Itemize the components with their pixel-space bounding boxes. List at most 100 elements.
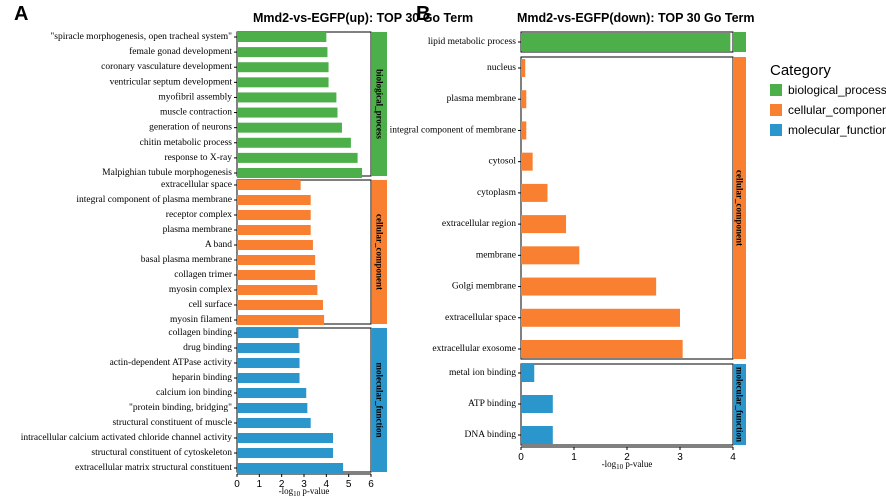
legend-swatch-molecular-function: [770, 124, 782, 136]
term-label: plasma membrane: [447, 94, 516, 104]
bar-molecular_function: [521, 364, 535, 382]
term-label: structural constituent of muscle: [112, 417, 232, 428]
x-tick-label: 4: [324, 479, 330, 490]
x-tick-label: 5: [346, 479, 352, 490]
bar-biological_process: [237, 107, 338, 118]
term-label: lipid metabolic process: [428, 37, 516, 47]
term-label: drug binding: [183, 343, 232, 353]
legend-label-biological-process: biological_process: [788, 83, 886, 97]
bar-cellular_component: [237, 240, 313, 250]
bar-molecular_function: [237, 418, 311, 428]
bar-cellular_component: [237, 270, 316, 280]
term-label: intracellular calcium activated chloride…: [21, 433, 233, 443]
term-label: cytoplasm: [477, 188, 517, 198]
x-tick-label: 2: [279, 479, 285, 490]
term-label: ATP binding: [468, 399, 516, 409]
bar-molecular_function: [237, 403, 308, 413]
bar-biological_process: [237, 152, 358, 163]
term-label: extracellular matrix structural constitu…: [75, 463, 232, 473]
facet-strip-label-molecular_function: molecular_function: [375, 363, 385, 438]
x-tick-label: 0: [234, 479, 240, 490]
bar-biological_process: [237, 32, 327, 42]
x-axis-label: -log10 p-value: [279, 486, 330, 497]
panel-a: A Mmd2-vs-EGFP(up): TOP 30 Go Term biolo…: [14, 3, 473, 497]
term-label: "protein binding, bridging": [129, 403, 232, 413]
legend-title: Category: [770, 62, 831, 79]
bar-biological_process: [237, 77, 329, 88]
bar-cellular_component: [237, 210, 311, 220]
bar-molecular_function: [237, 433, 334, 443]
bar-cellular_component: [237, 225, 311, 235]
term-label: cytosol: [489, 157, 517, 167]
legend: Category biological_process cellular_com…: [770, 62, 886, 137]
x-tick-label: 3: [677, 452, 683, 463]
facet-strip-cellular_component: [372, 180, 387, 324]
legend-swatch-cellular-component: [770, 104, 782, 116]
bar-molecular_function: [237, 388, 307, 398]
facet-strip-label-cellular_component: cellular_component: [375, 214, 385, 290]
term-label: heparin binding: [172, 373, 232, 383]
term-label: integral component of membrane: [390, 124, 516, 135]
x-tick-label: 1: [571, 452, 577, 463]
term-label: "spiracle morphogenesis, open tracheal s…: [50, 32, 232, 42]
x-axis-label: -log10 p-value: [602, 459, 653, 471]
bar-molecular_function: [237, 463, 344, 473]
term-label: collagen trimer: [174, 270, 233, 280]
bar-molecular_function: [237, 448, 334, 458]
term-label: A band: [205, 240, 232, 250]
panel-b-title: Mmd2-vs-EGFP(down): TOP 30 Go Term: [517, 11, 755, 25]
facet-strip-label-biological_process: biological_process: [375, 69, 385, 139]
term-label: generation of neurons: [149, 122, 232, 133]
x-tick-label: 3: [301, 479, 307, 490]
term-label: plasma membrane: [163, 225, 232, 235]
term-label: extracellular space: [161, 180, 232, 190]
term-label: female gonad development: [129, 46, 232, 57]
bar-molecular_function: [237, 358, 300, 368]
term-label: Golgi membrane: [452, 282, 516, 292]
term-label: extracellular region: [442, 219, 516, 229]
panel-a-label: A: [14, 3, 28, 25]
x-tick-label: 0: [518, 452, 524, 463]
bar-molecular_function: [521, 395, 553, 413]
term-label: Malpighian tubule morphogenesis: [102, 168, 232, 178]
term-label: ventricular septum development: [110, 77, 233, 87]
facet-strip-label-cellular_component: cellular_component: [735, 170, 745, 246]
bar-cellular_component: [521, 59, 526, 77]
x-tick-label: 4: [730, 452, 736, 463]
legend-label-cellular-component: cellular_component: [788, 103, 886, 117]
facet-strip-biological_process: [372, 32, 387, 176]
bar-biological_process: [237, 122, 342, 133]
bar-cellular_component: [521, 152, 533, 171]
facet-strip-molecular_function: [733, 364, 746, 445]
term-label: myosin filament: [170, 314, 232, 325]
bar-molecular_function: [521, 426, 553, 444]
bar-cellular_component: [237, 180, 301, 190]
term-label: response to X-ray: [164, 153, 232, 163]
bar-biological_process: [237, 137, 351, 148]
legend-swatch-biological-process: [770, 84, 782, 96]
bar-biological_process: [237, 62, 329, 73]
legend-label-molecular-function: molecular_function: [788, 123, 886, 137]
bar-cellular_component: [521, 277, 657, 296]
term-label: receptor complex: [166, 210, 232, 220]
bar-cellular_component: [237, 255, 316, 265]
term-label: integral component of plasma membrane: [76, 194, 232, 205]
bar-molecular_function: [237, 373, 300, 383]
facet-strip-molecular_function: [372, 328, 387, 472]
bar-biological_process: [237, 47, 328, 58]
bar-cellular_component: [521, 215, 567, 234]
facet-strip-label-molecular_function: molecular_function: [735, 367, 745, 442]
term-label: cell surface: [188, 299, 232, 310]
panel-b: B Mmd2-vs-EGFP(down): TOP 30 Go Term lip…: [390, 3, 755, 471]
bar-molecular_function: [237, 343, 300, 353]
term-label: collagen binding: [168, 328, 232, 338]
term-label: coronary vasculature development: [101, 62, 232, 72]
facet-strip-biological_process: [733, 32, 746, 52]
x-tick-label: 2: [624, 452, 630, 463]
panel-b-label: B: [416, 3, 430, 25]
bar-cellular_component: [521, 246, 580, 265]
term-label: chitin metabolic process: [140, 138, 233, 148]
term-label: nucleus: [487, 63, 516, 73]
bar-cellular_component: [521, 121, 527, 140]
